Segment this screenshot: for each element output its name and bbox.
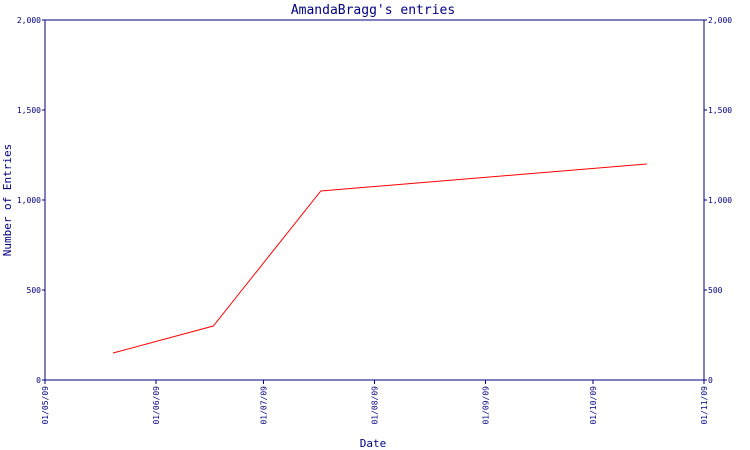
y-tick-label-right: 500 [708,286,723,295]
plot-area [44,19,705,381]
x-tick-label: 01/06/09 [152,386,161,425]
x-axis: 01/05/09 01/06/09 01/07/09 01/08/09 01/09/09… [41,380,709,425]
y-tick-label-left: 0 [36,376,41,385]
y-tick-label-left: 1,500 [17,106,41,115]
x-axis-label: Date [360,437,387,450]
series-layer [112,163,647,354]
x-tick-label: 01/11/09 [700,386,709,425]
y-tick-label-right: 2,000 [708,16,732,25]
x-tick-label: 01/10/09 [589,386,598,425]
y-tick-label-left: 1,000 [17,196,41,205]
chart-title: AmandaBragg's entries [291,3,455,18]
x-tick-label: 01/07/09 [259,386,268,425]
y-tick-label-right: 1,500 [708,106,732,115]
y-tick-label-right: 1,000 [708,196,732,205]
x-tick-label: 01/09/09 [482,386,491,425]
y-tick-label-right: 0 [708,376,713,385]
y-axis-label: Number of Entries [1,144,14,257]
entries-series-line [112,163,647,354]
y-axis-right: 0 500 1,000 1,500 2,000 [704,16,732,385]
y-tick-label-left: 500 [27,286,42,295]
y-axis-left: 0 500 1,000 1,500 2,000 [17,16,45,385]
y-tick-label-left: 2,000 [17,16,41,25]
x-tick-label: 01/05/09 [41,386,50,425]
x-tick-label: 01/08/09 [371,386,380,425]
